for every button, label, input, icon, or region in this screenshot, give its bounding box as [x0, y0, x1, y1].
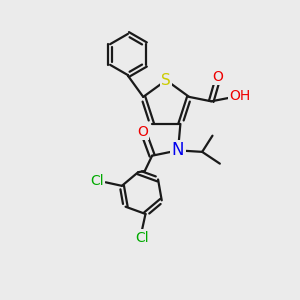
- Text: S: S: [161, 73, 171, 88]
- Text: Cl: Cl: [135, 230, 149, 244]
- Text: Cl: Cl: [90, 174, 104, 188]
- Text: N: N: [172, 141, 184, 159]
- Text: O: O: [137, 124, 148, 139]
- Text: OH: OH: [229, 89, 250, 103]
- Text: O: O: [213, 70, 224, 84]
